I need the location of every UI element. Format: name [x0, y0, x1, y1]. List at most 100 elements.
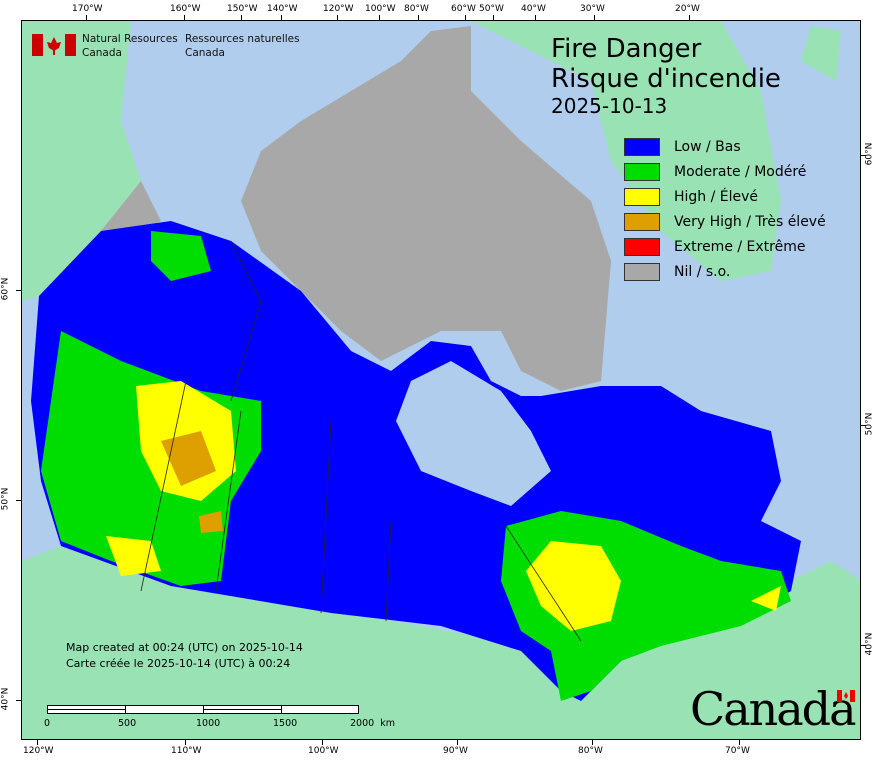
- title-en: Fire Danger: [551, 34, 702, 64]
- iceland-land: [801, 26, 841, 81]
- agency-en-line2: Canada: [82, 47, 122, 59]
- top-tick: [465, 15, 466, 20]
- right-tick: [861, 425, 866, 426]
- top-tick-label: 140°W: [267, 4, 298, 14]
- scale-label: 2000 km: [350, 718, 395, 729]
- right-tick: [861, 645, 866, 646]
- bottom-tick-label: 100°W: [308, 746, 339, 756]
- bottom-tick-label: 90°W: [443, 746, 468, 756]
- high-region-quebec: [526, 541, 621, 631]
- top-tick-label: 50°W: [479, 4, 504, 14]
- legend-swatch: [624, 237, 660, 256]
- map-frame: [21, 20, 861, 740]
- top-tick: [418, 15, 419, 20]
- legend-item: Moderate / Modéré: [624, 159, 826, 184]
- canada-flag-icon: [32, 34, 76, 56]
- bottom-tick-label: 80°W: [578, 746, 603, 756]
- top-tick: [594, 15, 595, 20]
- bottom-tick: [322, 740, 323, 745]
- top-tick-label: 40°W: [521, 4, 546, 14]
- scale-label: 0: [44, 718, 51, 729]
- scale-bar: [47, 705, 359, 714]
- alaska-land: [22, 21, 141, 301]
- top-tick: [241, 15, 242, 20]
- credit-en: Map created at 00:24 (UTC) on 2025-10-14: [66, 641, 303, 654]
- top-tick-label: 80°W: [404, 4, 429, 14]
- legend-label: Nil / s.o.: [674, 263, 731, 280]
- canada-wordmark: Canada: [690, 682, 857, 736]
- bottom-tick: [37, 740, 38, 745]
- top-tick: [86, 15, 87, 20]
- very-high-region-2: [199, 511, 223, 533]
- right-tick-label: 40°N: [864, 632, 875, 656]
- high-region-ns: [751, 586, 781, 611]
- legend-swatch: [624, 187, 660, 206]
- map-date: 2025-10-13: [551, 94, 668, 118]
- bottom-tick: [592, 740, 593, 745]
- bottom-tick-label: 110°W: [171, 746, 202, 756]
- moderate-region-north: [151, 231, 211, 281]
- usa-land: [22, 546, 860, 739]
- top-tick-label: 30°W: [580, 4, 605, 14]
- province-borders: [140, 240, 582, 642]
- top-tick: [493, 15, 494, 20]
- high-region-bc: [106, 536, 161, 576]
- legend-swatch: [624, 162, 660, 181]
- left-tick-label: 50°N: [0, 487, 11, 511]
- legend-label: Low / Bas: [674, 138, 741, 155]
- top-tick: [184, 15, 185, 20]
- credit-text: Map created at 00:24 (UTC) on 2025-10-14…: [66, 640, 303, 672]
- legend-item: Very High / Très élevé: [624, 209, 826, 234]
- left-tick-label: 40°N: [0, 687, 11, 711]
- title-fr: Risque d'incendie: [551, 64, 781, 94]
- legend: Low / Bas Moderate / Modéré High / Élevé Ve…: [624, 134, 826, 284]
- top-tick-label: 170°W: [72, 4, 103, 14]
- left-tick: [16, 500, 21, 501]
- map-title: Fire Danger Risque d'incendie: [551, 34, 781, 94]
- scale-label: 1000: [196, 718, 221, 729]
- top-tick-label: 20°W: [675, 4, 700, 14]
- top-tick-label: 150°W: [227, 4, 258, 14]
- top-tick-label: 100°W: [365, 4, 396, 14]
- top-tick-label: 120°W: [323, 4, 354, 14]
- arctic-islands-nil: [241, 26, 611, 391]
- hudson-bay: [396, 361, 551, 506]
- legend-swatch: [624, 212, 660, 231]
- top-tick: [379, 15, 380, 20]
- top-tick-label: 160°W: [170, 4, 201, 14]
- left-tick: [16, 700, 21, 701]
- legend-item: High / Élevé: [624, 184, 826, 209]
- top-tick: [689, 15, 690, 20]
- legend-label: High / Élevé: [674, 188, 759, 205]
- very-high-region: [161, 431, 216, 486]
- top-tick: [281, 15, 282, 20]
- wordmark-text: Canada: [690, 682, 857, 736]
- top-tick: [337, 15, 338, 20]
- left-tick: [16, 290, 21, 291]
- legend-label: Extreme / Extrême: [674, 238, 806, 255]
- top-tick-label: 60°W: [451, 4, 476, 14]
- bottom-tick: [185, 740, 186, 745]
- scale-label: 1500: [273, 718, 298, 729]
- credit-fr: Carte créée le 2025-10-14 (UTC) à 00:24: [66, 657, 291, 670]
- bottom-tick: [457, 740, 458, 745]
- agency-en-line1: Natural Resources: [82, 33, 178, 45]
- legend-item: Low / Bas: [624, 134, 826, 159]
- legend-item: Extreme / Extrême: [624, 234, 826, 259]
- bottom-tick: [739, 740, 740, 745]
- legend-item: Nil / s.o.: [624, 259, 826, 284]
- bottom-tick-label: 70°W: [725, 746, 750, 756]
- legend-swatch: [624, 137, 660, 156]
- right-tick-label: 60°N: [864, 142, 875, 166]
- left-tick-label: 60°N: [0, 277, 11, 301]
- map-canvas: [22, 21, 860, 739]
- right-tick: [861, 155, 866, 156]
- legend-swatch: [624, 262, 660, 281]
- legend-label: Very High / Très élevé: [674, 213, 826, 230]
- legend-label: Moderate / Modéré: [674, 163, 807, 180]
- agency-fr-line1: Ressources naturelles: [185, 33, 300, 45]
- bottom-tick-label: 120°W: [23, 746, 54, 756]
- top-tick: [535, 15, 536, 20]
- scale-label: 500: [118, 718, 137, 729]
